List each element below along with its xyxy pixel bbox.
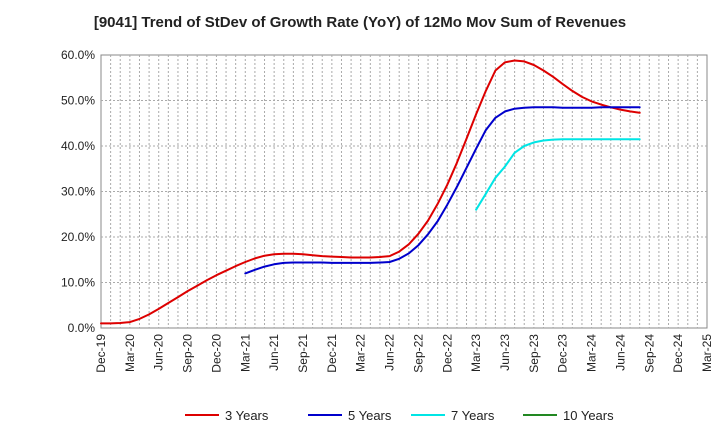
y-tick-label: 20.0% [61,230,95,244]
legend: 3 Years 5 Years 7 Years 10 Years [185,408,614,423]
series-line-7-years [475,138,641,211]
x-tick-label: Sep-20 [181,334,195,373]
x-tick-label: Dec-20 [209,334,223,373]
chart-title: [9041] Trend of StDev of Growth Rate (Yo… [93,14,627,31]
series-lines [100,59,641,325]
x-tick-label: Dec-23 [556,334,570,373]
y-tick-label: 50.0% [61,94,95,108]
y-tick-label: 0.0% [68,321,96,335]
legend-label: 3 Years [225,408,269,423]
x-tick-label: Dec-21 [325,334,339,373]
x-tick-label: Mar-20 [123,334,137,372]
x-tick-label: Mar-21 [238,334,252,372]
x-tick-label: Jun-22 [383,334,397,371]
x-tick-label: Jun-21 [267,334,281,371]
plot-area [100,54,708,329]
x-tick-label: Jun-24 [613,334,627,371]
x-tick-label: Mar-22 [354,334,368,372]
legend-label: 5 Years [348,408,392,423]
x-tick-label: Sep-23 [527,334,541,373]
series-line-3-years [100,59,641,325]
x-tick-label: Dec-24 [671,334,685,373]
axis-labels: 0.0% 10.0% 20.0% 30.0% 40.0% 50.0% 60.0% Dec-19… [61,48,714,373]
x-tick-label: Sep-21 [296,334,310,373]
series-line-5-years [244,106,641,275]
x-tick-label: Jun-20 [152,334,166,371]
y-tick-label: 30.0% [61,185,95,199]
x-tick-label: Dec-19 [94,334,108,373]
y-tick-label: 40.0% [61,139,95,153]
legend-label: 10 Years [563,408,614,423]
x-tick-label: Sep-24 [642,334,656,373]
x-tick-label: Mar-24 [585,334,599,372]
x-tick-label: Mar-25 [700,334,714,372]
x-tick-label: Dec-22 [440,334,454,373]
x-tick-label: Sep-22 [411,334,425,373]
grid-lines [101,55,707,328]
y-tick-label: 60.0% [61,48,95,62]
y-tick-label: 10.0% [61,276,95,290]
x-tick-label: Jun-23 [498,334,512,371]
x-tick-label: Mar-23 [469,334,483,372]
legend-label: 7 Years [451,408,495,423]
